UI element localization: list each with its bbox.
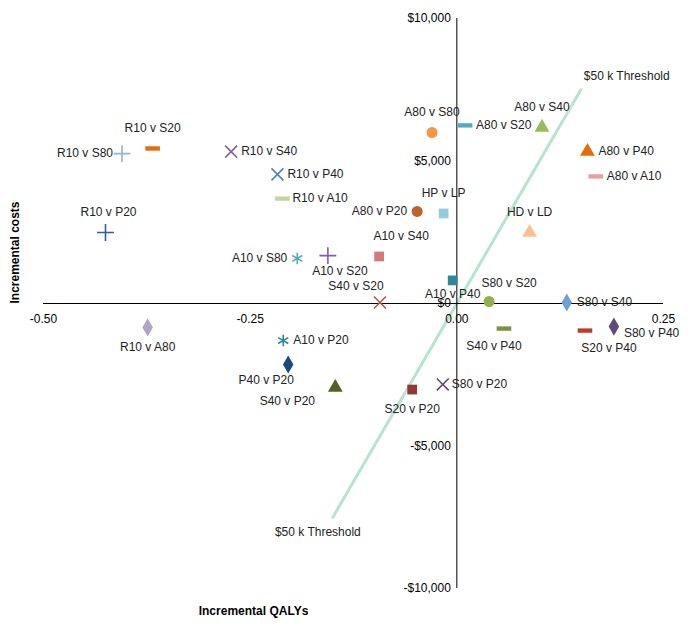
svg-text:R10 v P40: R10 v P40 [287,167,343,181]
svg-text:A10 v S40: A10 v S40 [373,229,429,243]
svg-text:S40 v S20: S40 v S20 [328,279,384,293]
svg-text:R10 v P20: R10 v P20 [80,205,136,219]
svg-text:S80 v S20: S80 v S20 [481,276,537,290]
svg-text:0.25: 0.25 [652,312,676,326]
svg-text:P40 v P20: P40 v P20 [239,373,295,387]
svg-text:$50 k Threshold: $50 k Threshold [275,525,361,539]
svg-text:-$10,000: -$10,000 [403,581,451,595]
svg-text:-0.50: -0.50 [30,312,58,326]
svg-text:-$5,000: -$5,000 [410,439,451,453]
svg-text:S40 v P20: S40 v P20 [260,394,316,408]
svg-text:S40 v P40: S40 v P40 [466,339,522,353]
svg-text:A80 v A10: A80 v A10 [607,169,662,183]
svg-text:A10 v P40: A10 v P40 [425,287,481,301]
svg-text:A10 v S80: A10 v S80 [232,251,288,265]
svg-text:R10 v S40: R10 v S40 [241,144,297,158]
svg-text:S80 v P20: S80 v P20 [452,377,508,391]
svg-text:$0: $0 [437,296,451,311]
svg-text:S80 v P40: S80 v P40 [624,326,680,340]
svg-text:R10 v A10: R10 v A10 [292,191,348,205]
svg-text:0.00: 0.00 [445,312,469,326]
svg-text:HD v LD: HD v LD [507,205,553,219]
svg-text:$5,000: $5,000 [414,154,451,168]
svg-text:Incremental QALYs: Incremental QALYs [199,604,309,618]
svg-text:-0.25: -0.25 [236,312,264,326]
svg-text:A80 v S80: A80 v S80 [404,105,460,119]
svg-text:A80 v S20: A80 v S20 [476,118,532,132]
svg-text:$10,000: $10,000 [407,11,451,25]
svg-text:S20 v P20: S20 v P20 [385,402,441,416]
svg-text:A10 v S20: A10 v S20 [312,264,368,278]
svg-text:A10 v P20: A10 v P20 [293,333,349,347]
svg-text:A80 v P40: A80 v P40 [598,144,654,158]
svg-text:Incremental costs: Incremental costs [8,201,22,303]
svg-text:S20 v P40: S20 v P40 [581,341,637,355]
svg-text:A80 v S40: A80 v S40 [514,100,570,114]
svg-text:R10 v A80: R10 v A80 [120,340,176,354]
svg-text:HP v LP: HP v LP [422,186,466,200]
svg-text:S80 v S40: S80 v S40 [577,295,633,309]
svg-text:R10 v S20: R10 v S20 [125,121,181,135]
svg-text:$50 k Threshold: $50 k Threshold [584,69,670,83]
svg-text:R10 v S80: R10 v S80 [57,146,113,160]
svg-text:A80 v P20: A80 v P20 [352,204,408,218]
